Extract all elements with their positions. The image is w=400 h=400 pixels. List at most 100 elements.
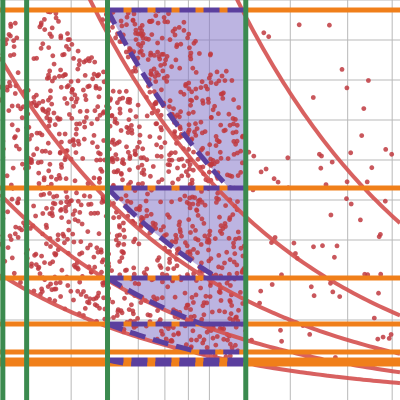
- scatter-point: [119, 255, 125, 261]
- scatter-point: [124, 22, 129, 28]
- scatter-point: [386, 336, 392, 341]
- scatter-point: [29, 261, 34, 267]
- scatter-point: [228, 311, 234, 317]
- scatter-point: [65, 283, 71, 288]
- dashed-band-edge: [106, 321, 246, 355]
- scatter-point: [188, 97, 194, 103]
- scatter-point: [97, 179, 102, 185]
- scatter-point: [82, 306, 88, 311]
- scatter-point: [96, 231, 102, 237]
- scatter-point: [109, 268, 114, 273]
- scatter-point: [233, 141, 239, 147]
- scatter-point: [46, 45, 52, 50]
- scatter-point: [147, 89, 153, 95]
- scatter-point: [214, 159, 220, 165]
- scatter-point: [195, 213, 201, 218]
- scatter-point: [190, 223, 196, 229]
- scatter-point: [99, 200, 105, 205]
- scatter-point: [125, 54, 131, 60]
- scatter-point: [147, 19, 153, 24]
- scatter-point: [151, 53, 157, 58]
- scatter-point: [62, 131, 68, 137]
- scatter-point: [113, 35, 118, 41]
- scatter-point: [58, 33, 64, 39]
- scatter-point: [165, 266, 171, 272]
- scatter-point: [95, 249, 101, 255]
- scatter-point: [141, 167, 147, 173]
- scatter-point: [33, 262, 39, 267]
- scatter-point: [209, 309, 215, 315]
- scatter-point: [136, 241, 142, 247]
- scatter-point: [172, 32, 178, 38]
- scatter-point: [56, 131, 62, 137]
- scatter-point: [40, 41, 46, 47]
- scatter-point: [177, 65, 183, 71]
- scatter-point: [164, 74, 170, 79]
- scatter-point: [40, 211, 46, 216]
- scatter-point: [158, 144, 164, 150]
- scatter-point: [47, 68, 53, 74]
- scatter-point: [163, 57, 169, 63]
- scatter-point: [190, 65, 196, 71]
- scatter-point: [198, 85, 204, 90]
- scatter-point: [90, 140, 95, 146]
- scatter-point: [117, 110, 123, 116]
- scatter-point: [181, 19, 187, 25]
- scatter-point: [11, 270, 17, 276]
- scatter-point: [236, 105, 242, 110]
- scatter-point: [189, 89, 195, 95]
- scatter-point: [188, 307, 194, 312]
- scatter-point: [158, 125, 164, 130]
- scatter-point: [206, 75, 212, 81]
- scatter-point: [146, 36, 151, 42]
- scatter-point: [49, 287, 55, 293]
- scatter-point: [45, 111, 51, 116]
- scatter-point: [82, 124, 88, 130]
- scatter-point: [236, 235, 242, 241]
- scatter-point: [223, 68, 229, 74]
- scatter-point: [65, 236, 70, 242]
- scatter-point: [231, 121, 236, 127]
- scatter-point: [229, 78, 235, 83]
- scatter-point: [117, 224, 122, 230]
- scatter-point: [227, 298, 233, 303]
- scatter-point: [123, 49, 129, 55]
- scatter-point: [6, 108, 12, 113]
- scatter-point: [375, 336, 381, 342]
- scatter-point: [194, 337, 199, 343]
- scatter-point: [51, 110, 57, 116]
- scatter-point: [63, 176, 69, 182]
- scatter-point: [166, 214, 172, 220]
- scatter-point: [307, 332, 313, 337]
- scatter-point: [95, 144, 100, 150]
- scatter-point: [70, 231, 76, 237]
- scatter-point: [160, 51, 166, 57]
- scatter-point: [32, 252, 37, 258]
- scatter-point: [137, 139, 142, 145]
- scatter-point: [235, 173, 241, 179]
- scatter-point: [310, 95, 316, 100]
- scatter-point: [14, 35, 20, 41]
- scatter-point: [75, 78, 81, 84]
- scatter-point: [66, 219, 72, 225]
- scatter-point: [46, 72, 51, 78]
- scatter-point: [226, 111, 232, 117]
- scatter-point: [175, 176, 181, 182]
- scatter-point: [133, 114, 139, 119]
- scatter-point: [33, 213, 38, 219]
- scatter-point: [56, 19, 61, 24]
- scatter-point: [47, 211, 53, 217]
- scatter-point: [123, 88, 129, 94]
- scatter-point: [84, 108, 90, 114]
- scatter-point: [140, 35, 146, 41]
- scatter-point: [156, 255, 162, 261]
- scatter-point: [159, 87, 164, 93]
- scatter-point: [11, 38, 16, 44]
- scatter-point: [174, 263, 180, 269]
- scatter-point: [15, 70, 21, 76]
- scatter-point: [114, 313, 120, 318]
- scatter-point: [5, 209, 11, 215]
- scatter-point: [127, 153, 133, 159]
- scatter-point: [186, 147, 192, 152]
